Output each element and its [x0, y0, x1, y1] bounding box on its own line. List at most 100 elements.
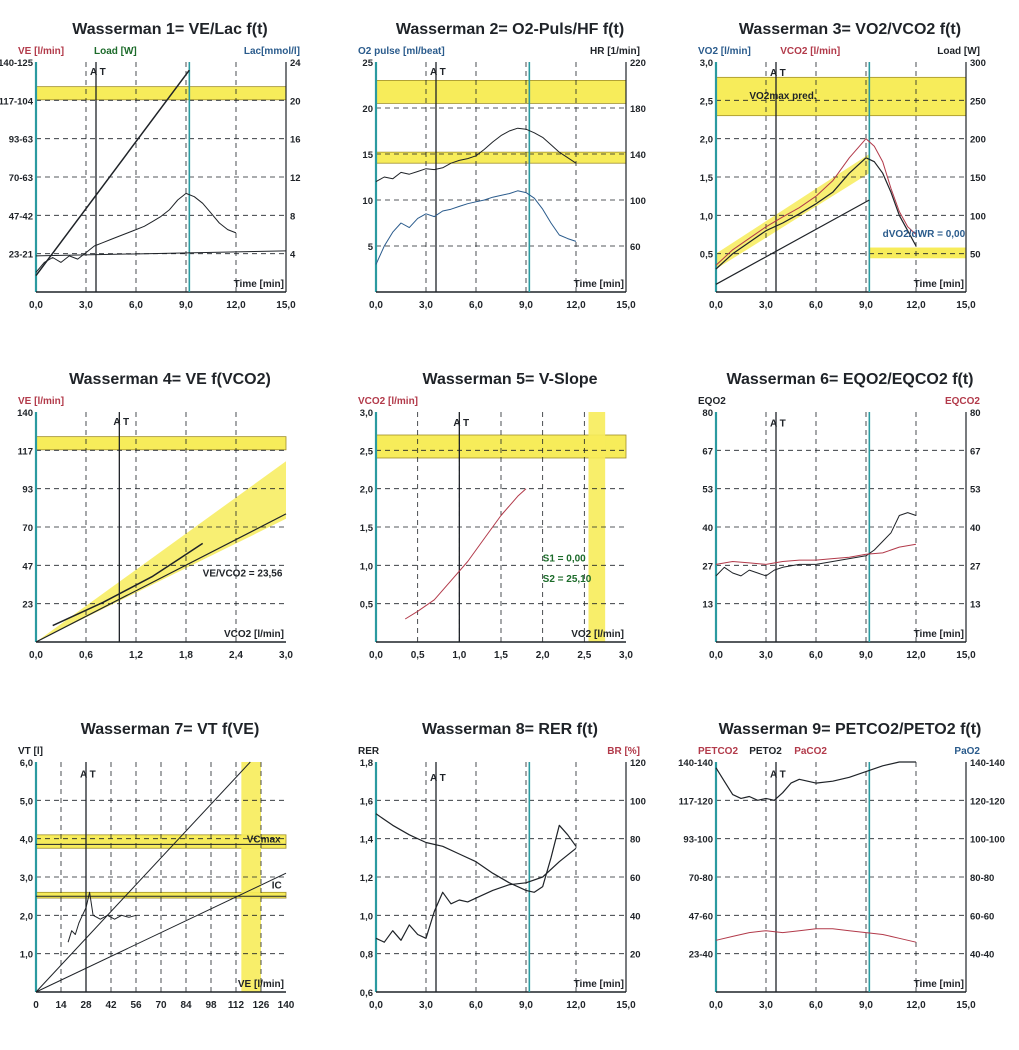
y-tick-label-right: 40 [630, 911, 641, 922]
x-tick-label: 0,5 [411, 650, 425, 661]
x-tick-label: 3,0 [619, 650, 633, 661]
y-tick-label-right: 300 [970, 58, 986, 69]
data-series-line [404, 488, 527, 620]
data-series-line [52, 542, 204, 627]
data-series-line [375, 813, 577, 893]
chart-annotation: IC [272, 881, 282, 892]
reference-band-horizontal [375, 80, 627, 104]
x-tick-label: 70 [155, 1000, 167, 1011]
y-tick-label-right: 100 [970, 211, 986, 222]
y-tick-label-left: 6,0 [20, 758, 33, 769]
axis-header-left: PETCO2 [698, 746, 738, 757]
y-tick-label-left: 40 [702, 523, 713, 534]
x-tick-label: 12,0 [906, 650, 926, 661]
axis-header-right: Lac[mmol/l] [244, 46, 300, 57]
y-tick-label-right: 20 [630, 950, 641, 961]
x-tick-label: 2,4 [229, 650, 243, 661]
y-tick-label-right: 200 [970, 135, 986, 146]
x-axis-label: VCO2 [l/min] [224, 629, 284, 640]
reference-band-horizontal [35, 86, 287, 101]
chart-title: Wasserman 4= VE f(VCO2) [69, 371, 271, 388]
chart-annotation: VCmax [247, 835, 281, 846]
x-tick-label: 0,0 [369, 300, 383, 311]
y-tick-label-left: 2,5 [360, 446, 374, 457]
data-series-line [715, 543, 917, 565]
y-tick-label-right: 13 [970, 600, 981, 611]
axis-header-left: PaCO2 [794, 746, 827, 757]
y-tick-label-left: 13 [702, 600, 713, 611]
y-tick-label-left: 1,2 [360, 873, 373, 884]
y-tick-label-left: 0,8 [360, 950, 373, 961]
y-tick-label-left: 2,5 [700, 96, 714, 107]
x-tick-label: 12,0 [226, 300, 246, 311]
chart-annotation: A T [430, 773, 446, 784]
x-tick-label: 6,0 [809, 650, 823, 661]
x-tick-label: 0,6 [79, 650, 93, 661]
y-tick-label-left: 15 [362, 150, 373, 161]
y-tick-label-right: 40 [970, 523, 981, 534]
x-tick-label: 12,0 [566, 300, 586, 311]
x-tick-label: 3,0 [759, 300, 773, 311]
y-tick-label-left: 0,5 [700, 250, 714, 261]
x-tick-label: 6,0 [809, 300, 823, 311]
y-tick-label-left: 47 [22, 561, 33, 572]
y-tick-label-right: 100-100 [970, 835, 1005, 846]
reference-band-segment [869, 247, 966, 259]
y-tick-label-right: 80 [970, 408, 981, 419]
data-series-line [715, 199, 870, 285]
y-tick-label-right: 53 [970, 485, 981, 496]
axis-header-left: VO2 [l/min] [698, 46, 751, 57]
x-tick-label: 3,0 [419, 300, 433, 311]
x-tick-label: 6,0 [469, 1000, 483, 1011]
x-tick-label: 3,0 [79, 300, 93, 311]
axis-header-right: HR [1/min] [590, 46, 640, 57]
chart-title: Wasserman 8= RER f(t) [422, 721, 598, 738]
y-tick-label-right: 150 [970, 173, 986, 184]
y-tick-label-right: 100 [630, 796, 646, 807]
data-series-line [715, 761, 916, 801]
chart-title: Wasserman 1= VE/Lac f(t) [72, 21, 267, 38]
data-series-line [35, 192, 237, 273]
x-tick-label: 12,0 [906, 1000, 926, 1011]
chart-title: Wasserman 3= VO2/VCO2 f(t) [739, 21, 961, 38]
x-axis-label: Time [min] [914, 629, 964, 640]
y-tick-label-right: 80 [630, 835, 641, 846]
x-tick-label: 9,0 [859, 650, 873, 661]
chart-title: Wasserman 9= PETCO2/PETO2 f(t) [719, 721, 982, 738]
y-tick-label-right: 16 [290, 135, 301, 146]
x-tick-label: 3,0 [419, 1000, 433, 1011]
y-tick-label-left: 117-104 [0, 96, 34, 107]
y-tick-label-left: 70-63 [9, 173, 33, 184]
y-tick-label-left: 5,0 [20, 796, 33, 807]
x-tick-label: 12,0 [906, 300, 926, 311]
x-tick-label: 6,0 [469, 300, 483, 311]
axis-header-left: VE [l/min] [18, 396, 64, 407]
x-tick-label: 0,0 [709, 650, 723, 661]
y-tick-label-right: 80-80 [970, 873, 994, 884]
x-axis-label: VO2 [l/min] [571, 629, 624, 640]
chart-annotation: VE/VCO2 = 23,56 [203, 568, 283, 579]
data-series-line [375, 127, 577, 183]
y-tick-label-left: 0,5 [360, 600, 374, 611]
chart-annotation: A T [80, 769, 96, 780]
y-tick-label-left: 1,0 [360, 561, 373, 572]
chart-w6: Wasserman 6= EQO2/EQCO2 f(t) 0,0 3,0 6,0 9,0… [698, 371, 981, 661]
chart-annotation: VO2max pred. [749, 91, 816, 102]
axis-header-right: EQCO2 [945, 396, 980, 407]
x-tick-label: 3,0 [279, 650, 293, 661]
y-tick-label-left: 70 [22, 523, 33, 534]
x-tick-label: 15,0 [956, 1000, 976, 1011]
y-tick-label-right: 140 [630, 150, 646, 161]
chart-w1: Wasserman 1= VE/Lac f(t) 0,0 3,0 6,0 9,0 12,0… [0, 21, 301, 311]
y-tick-label-left: 0,6 [360, 988, 373, 999]
reference-band-horizontal [715, 76, 967, 117]
chart-annotation: A T [770, 418, 786, 429]
y-tick-label-right: 250 [970, 96, 986, 107]
y-tick-label-right: 60-60 [970, 911, 994, 922]
y-tick-label-right: 24 [290, 58, 301, 69]
x-tick-label: 0,0 [369, 650, 383, 661]
x-tick-label: 98 [205, 1000, 217, 1011]
x-tick-label: 15,0 [956, 300, 976, 311]
y-tick-label-right: 140-140 [970, 758, 1005, 769]
